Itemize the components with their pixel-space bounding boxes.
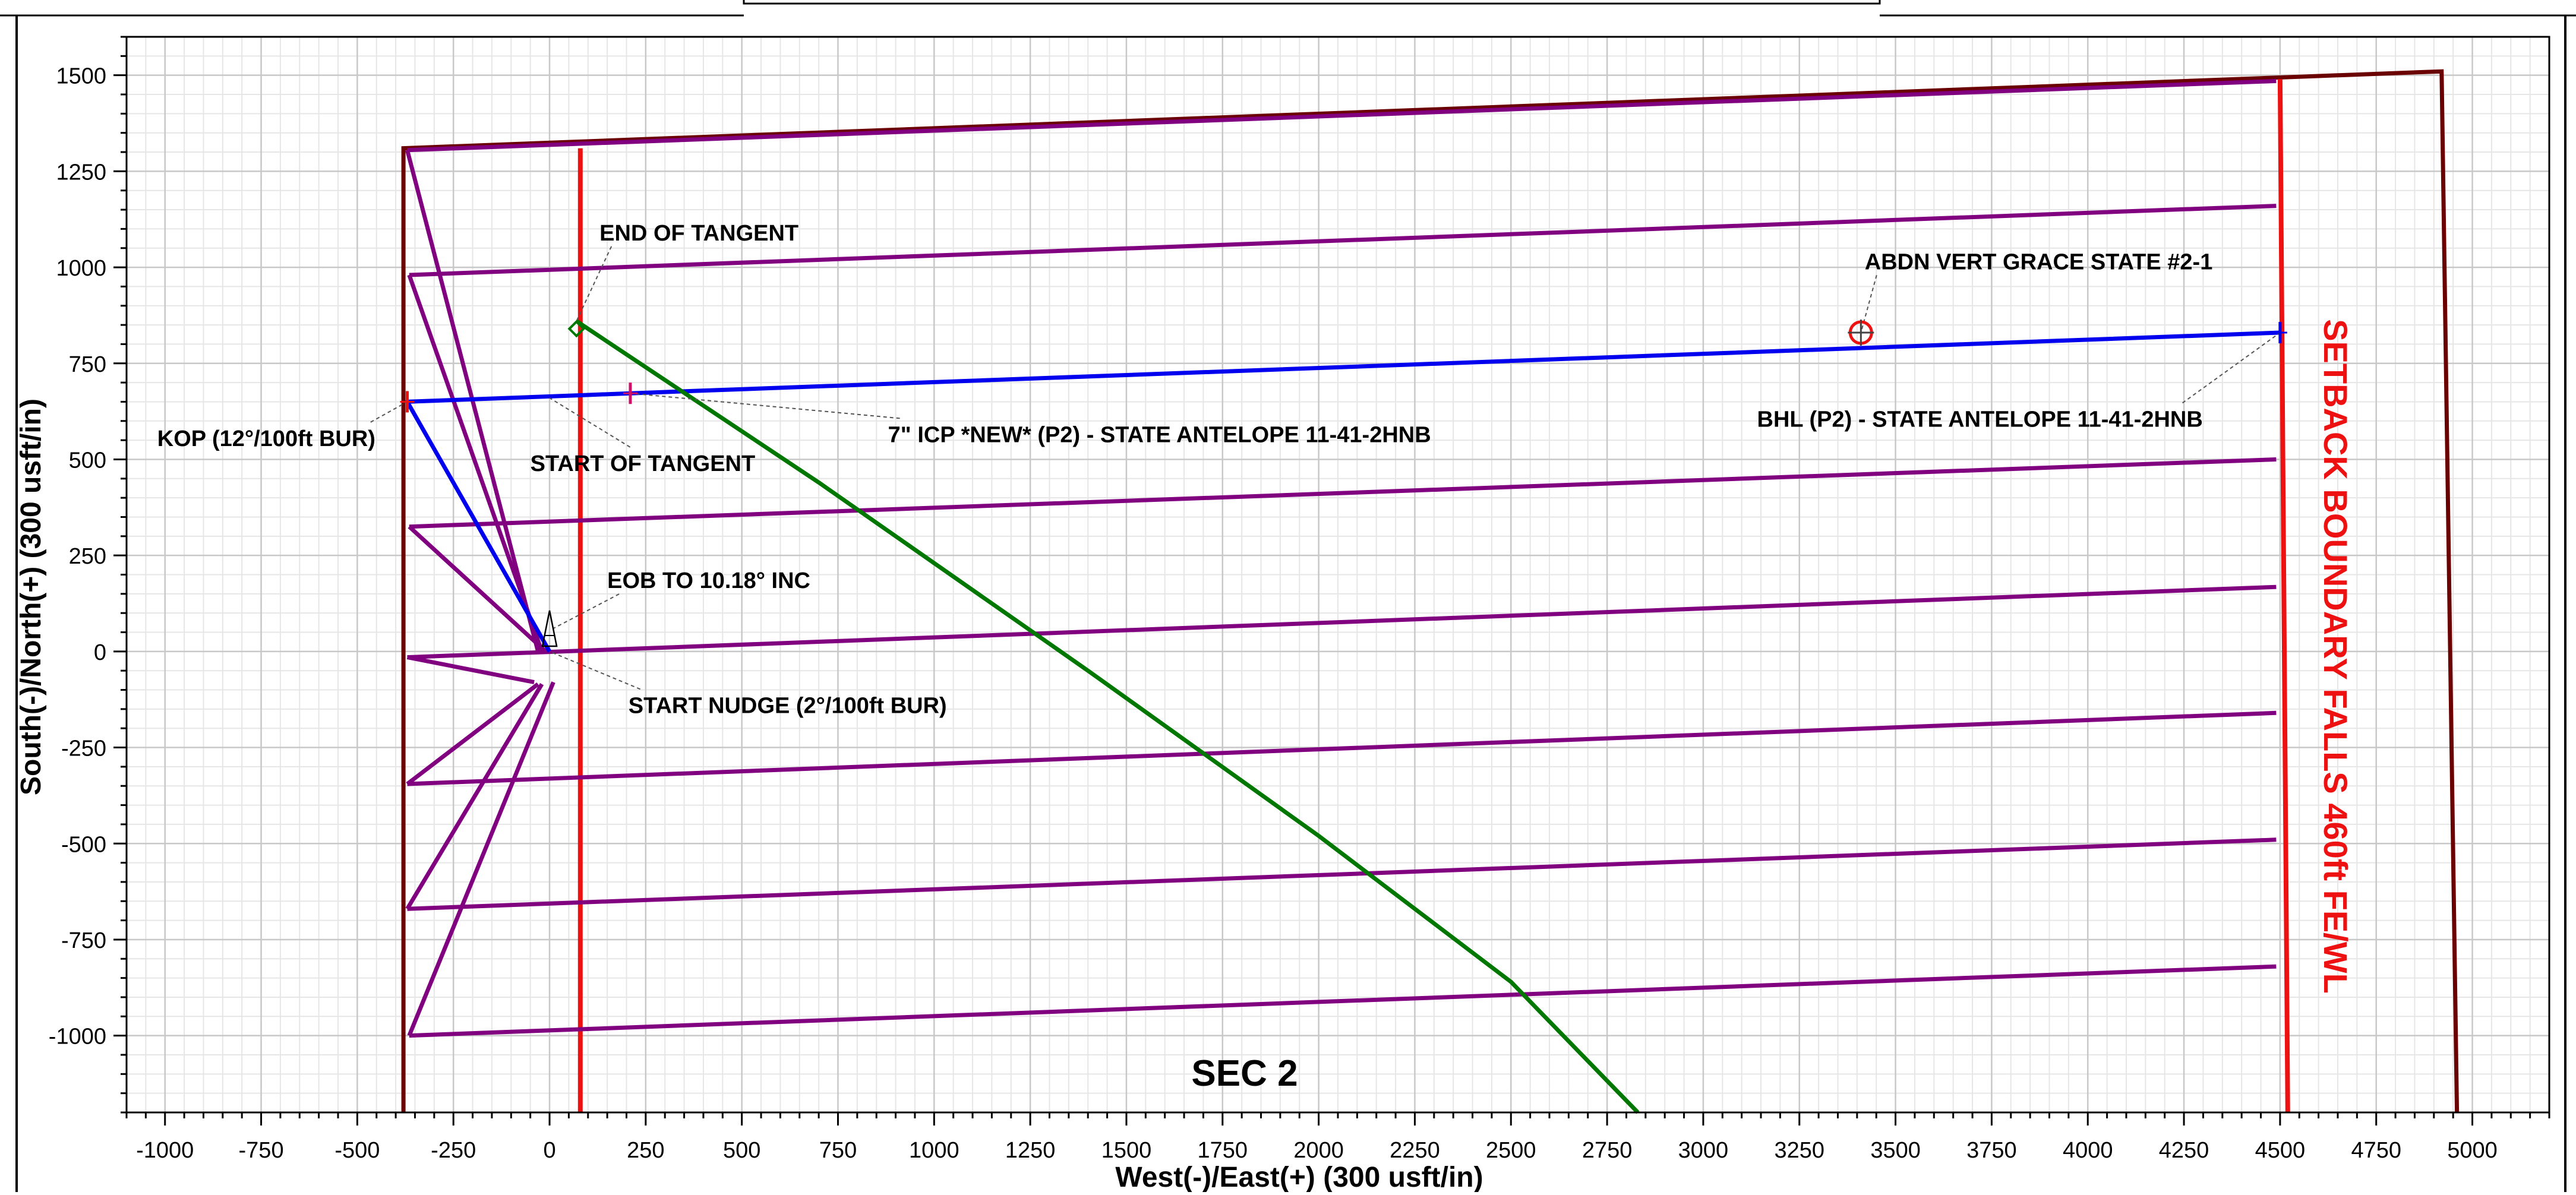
annotation-label: EOB TO 10.18° INC — [607, 568, 810, 593]
x-axis-label: West(-)/East(+) (300 usft/in) — [1115, 1162, 1483, 1192]
x-tick-label: -1000 — [136, 1138, 194, 1163]
annotation-leader — [2182, 332, 2281, 404]
x-tick-label: 0 — [543, 1138, 555, 1163]
x-tick-label: 4250 — [2159, 1138, 2209, 1163]
x-tick-label: 2000 — [1293, 1138, 1344, 1163]
x-tick-label: 1500 — [1101, 1138, 1152, 1163]
offset-well-line — [406, 655, 535, 685]
annotation-label: 7" ICP *NEW* (P2) - STATE ANTELOPE 11-41… — [888, 422, 1431, 447]
chart-title: SEC 2 — [1191, 1053, 1298, 1094]
grid — [126, 36, 2550, 1113]
x-tick-label: 1750 — [1198, 1138, 1248, 1163]
x-tick-label: 5000 — [2447, 1138, 2498, 1163]
plot-lines — [401, 69, 2460, 1114]
annotation-leader — [370, 401, 408, 423]
x-tick-label: -750 — [239, 1138, 284, 1163]
offset-well-line — [407, 837, 2277, 911]
surface-rig-icon — [541, 610, 558, 647]
annotation-label: START OF TANGENT — [531, 451, 756, 476]
y-tick-label: 250 — [69, 544, 106, 569]
annotation-label: START NUDGE (2°/100ft BUR) — [629, 693, 947, 718]
annotation-leader — [553, 593, 620, 629]
end-of-tangent-marker — [567, 320, 586, 338]
x-tick-label: 3750 — [1966, 1138, 2017, 1163]
y-tick-label: 0 — [94, 640, 106, 665]
annotations: END OF TANGENT ABDN VERT GRACE STATE #2-1… — [157, 221, 2213, 719]
x-tick-label: 4000 — [2063, 1138, 2113, 1163]
annotation-label: KOP (12°/100ft BUR) — [157, 426, 375, 451]
offset-well-line — [407, 681, 555, 1036]
y-tick-label: -250 — [61, 736, 106, 761]
axis-tick-labels: -1000 -750 -500 -250 0 250 500 750 1000 1250 1500 1… — [49, 64, 2498, 1163]
annotation-label: BHL (P2) - STATE ANTELOPE 11-41-2HNB — [1757, 407, 2203, 432]
y-tick-label: 1250 — [56, 160, 106, 185]
annotation-leaders — [370, 246, 2281, 690]
x-tick-label: 1250 — [1005, 1138, 1056, 1163]
x-tick-label: 1000 — [909, 1138, 959, 1163]
x-tick-label: 3000 — [1678, 1138, 1729, 1163]
annotation-leader — [630, 393, 900, 419]
y-tick-label: 500 — [69, 448, 106, 473]
x-tick-label: 2750 — [1582, 1138, 1633, 1163]
x-tick-label: 4750 — [2351, 1138, 2401, 1163]
offset-well-line — [406, 682, 539, 786]
well-path-series-1 — [405, 330, 2281, 653]
x-tick-label: 2250 — [1390, 1138, 1440, 1163]
x-tick-label: 2500 — [1486, 1138, 1536, 1163]
y-tick-label: 750 — [69, 352, 106, 377]
x-tick-label: -250 — [431, 1138, 476, 1163]
x-tick-label: 3250 — [1774, 1138, 1824, 1163]
x-tick-label: 500 — [723, 1138, 760, 1163]
y-tick-label: -750 — [61, 928, 106, 953]
annotation-leader — [576, 246, 613, 322]
offset-well-line — [407, 78, 2277, 153]
y-tick-label: 1000 — [56, 256, 106, 281]
offset-well-line — [409, 204, 2277, 277]
offset-well-line — [409, 964, 2277, 1038]
section-boundary-line — [401, 69, 2460, 1113]
offset-well-line — [405, 683, 544, 910]
annotation-leader — [549, 397, 631, 448]
offset-well-line — [409, 457, 2277, 529]
setback-line-line — [2277, 79, 2290, 1113]
setback-side-label: SETBACK BOUNDARY FALLS 460ft FE/WL — [2317, 319, 2354, 994]
well-path-series-2 — [575, 319, 1640, 1114]
x-tick-label: 4500 — [2255, 1138, 2306, 1163]
axis-ticks — [113, 36, 2550, 1126]
x-tick-label: 3500 — [1870, 1138, 1921, 1163]
x-tick-label: 750 — [819, 1138, 857, 1163]
offset-well-line — [407, 584, 2277, 660]
x-tick-label: 250 — [627, 1138, 664, 1163]
annotation-leader — [1860, 275, 1877, 333]
markers — [400, 320, 2287, 647]
y-tick-label: -500 — [61, 832, 106, 857]
y-axis-label: South(-)/North(+) (300 usft/in) — [15, 399, 47, 795]
y-tick-label: -1000 — [49, 1025, 106, 1049]
offset-well-line — [407, 710, 2277, 786]
annotation-label: ABDN VERT GRACE STATE #2-1 — [1865, 249, 2213, 274]
offset-well-line — [408, 525, 547, 653]
y-tick-label: 1500 — [56, 64, 106, 89]
x-tick-label: -500 — [334, 1138, 380, 1163]
annotation-leader — [549, 650, 641, 690]
top-input-box — [743, 0, 1881, 5]
annotation-label: END OF TANGENT — [599, 221, 798, 246]
offset-well-line — [407, 274, 544, 653]
